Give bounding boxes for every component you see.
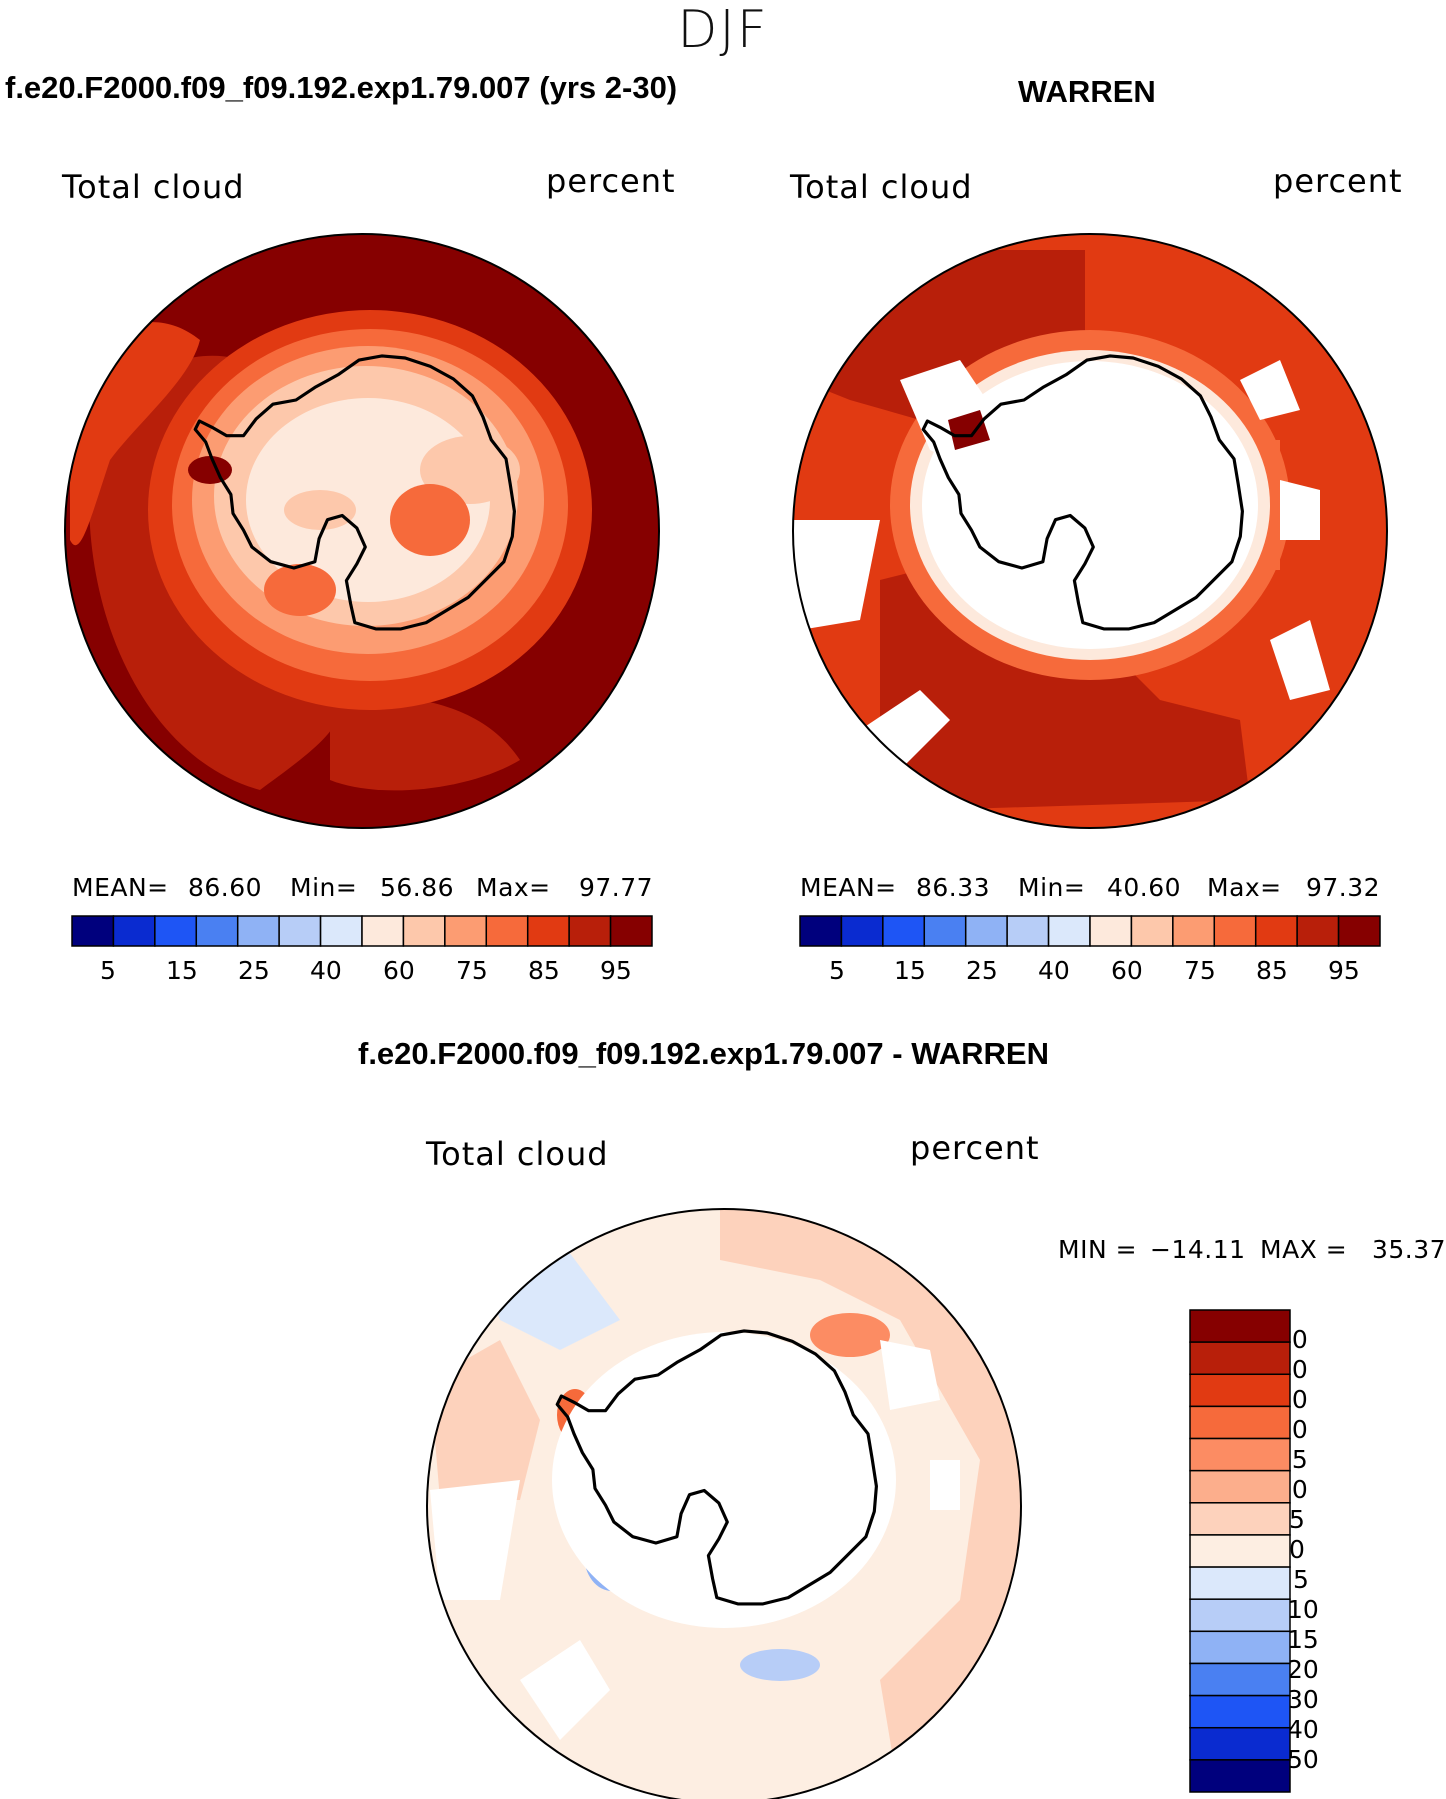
page-title: DJF	[677, 0, 769, 60]
obs-colorbar-swatch	[840, 915, 884, 947]
model-cbar-tick: 25	[238, 956, 270, 985]
diff-colorbar-swatch	[1189, 1759, 1291, 1793]
obs-cbar-tick: 75	[1184, 956, 1216, 985]
model-cbar-tick: 15	[166, 956, 198, 985]
obs-colorbar-swatch	[964, 915, 1008, 947]
diff-colorbar-swatch	[1189, 1502, 1291, 1536]
model-colorbar-swatch	[361, 915, 405, 947]
diff-colorbar-swatch	[1189, 1694, 1291, 1729]
obs-mean-value: 86.33	[916, 873, 991, 902]
obs-cbar-tick: 5	[829, 956, 845, 985]
diff-colorbar-swatch	[1189, 1469, 1291, 1504]
obs-colorbar-swatch	[1047, 915, 1091, 947]
diff-colorbar-swatch	[1189, 1630, 1291, 1665]
model-cbar-tick: 75	[456, 956, 488, 985]
obs-colorbar-swatch	[1172, 915, 1216, 947]
model-colorbar-swatch	[485, 915, 529, 947]
obs-variable-label: Total cloud	[790, 168, 973, 206]
obs-colorbar-swatch	[923, 915, 967, 947]
diff-cbar-tick: 0	[1289, 1535, 1305, 1564]
obs-cbar-tick: 60	[1111, 956, 1143, 985]
obs-min-value: 40.60	[1107, 873, 1182, 902]
model-mean-value: 86.60	[188, 873, 263, 902]
obs-colorbar-swatch	[1254, 915, 1298, 947]
obs-max-value: 97.32	[1306, 873, 1381, 902]
diff-colorbar-swatch	[1189, 1726, 1291, 1761]
model-colorbar-swatch	[278, 915, 322, 947]
model-map	[64, 233, 660, 829]
diff-colorbar-swatch	[1189, 1309, 1291, 1343]
diff-colorbar-swatch	[1189, 1437, 1291, 1472]
obs-colorbar-swatch	[1213, 915, 1257, 947]
diff-max-value: 35.37	[1372, 1235, 1446, 1264]
obs-min-label: Min=	[1018, 873, 1086, 902]
diff-cbar-tick: 5	[1289, 1505, 1305, 1534]
diff-variable-label: Total cloud	[426, 1135, 609, 1173]
obs-colorbar-swatch	[1089, 915, 1133, 947]
obs-colorbar-swatch	[1130, 915, 1174, 947]
model-colorbar	[71, 915, 653, 947]
obs-case-title: WARREN	[1018, 74, 1156, 109]
obs-cbar-tick: 25	[966, 956, 998, 985]
model-cbar-tick: 5	[100, 956, 116, 985]
diff-map	[426, 1208, 1022, 1799]
model-colorbar-swatch	[195, 915, 239, 947]
diff-colorbar-swatch	[1189, 1566, 1291, 1600]
diff-min-value: −14.11	[1150, 1235, 1246, 1264]
model-mean-label: MEAN=	[72, 873, 169, 902]
diff-colorbar	[1189, 1309, 1291, 1793]
model-units-label: percent	[546, 162, 676, 200]
model-min-value: 56.86	[380, 873, 455, 902]
obs-colorbar-swatch	[1337, 915, 1381, 947]
model-colorbar-swatch	[526, 915, 570, 947]
obs-colorbar-swatch	[799, 915, 843, 947]
model-case-title: f.e20.F2000.f09_f09.192.exp1.79.007 (yrs…	[5, 70, 678, 105]
diff-colorbar-swatch	[1189, 1405, 1291, 1440]
model-colorbar-swatch	[568, 915, 612, 947]
obs-colorbar-swatch	[1296, 915, 1340, 947]
model-colorbar-swatch	[609, 915, 653, 947]
diff-min-label: MIN =	[1058, 1235, 1138, 1264]
obs-colorbar-swatch	[882, 915, 926, 947]
model-max-label: Max=	[476, 873, 551, 902]
obs-colorbar	[799, 915, 1381, 947]
diff-max-label: MAX =	[1260, 1235, 1348, 1264]
model-colorbar-swatch	[236, 915, 280, 947]
model-max-value: 97.77	[579, 873, 654, 902]
obs-cbar-tick: 40	[1038, 956, 1070, 985]
obs-cbar-tick: 95	[1328, 956, 1360, 985]
diff-colorbar-swatch	[1189, 1598, 1291, 1633]
diff-case-title: f.e20.F2000.f09_f09.192.exp1.79.007 - WA…	[358, 1036, 1049, 1071]
model-colorbar-swatch	[112, 915, 156, 947]
model-min-label: Min=	[290, 873, 358, 902]
obs-colorbar-swatch	[1006, 915, 1050, 947]
obs-max-label: Max=	[1207, 873, 1282, 902]
model-cbar-tick: 85	[528, 956, 560, 985]
model-cbar-tick: 40	[310, 956, 342, 985]
model-colorbar-swatch	[154, 915, 198, 947]
diff-colorbar-swatch	[1189, 1662, 1291, 1697]
diff-colorbar-swatch	[1189, 1373, 1291, 1408]
obs-cbar-tick: 15	[894, 956, 926, 985]
model-colorbar-swatch	[71, 915, 115, 947]
model-variable-label: Total cloud	[62, 168, 245, 206]
model-cbar-tick: 60	[383, 956, 415, 985]
model-cbar-tick: 95	[600, 956, 632, 985]
diff-colorbar-swatch	[1189, 1341, 1291, 1376]
model-colorbar-swatch	[402, 915, 446, 947]
obs-units-label: percent	[1273, 162, 1403, 200]
obs-cbar-tick: 85	[1256, 956, 1288, 985]
model-colorbar-swatch	[319, 915, 363, 947]
diff-units-label: percent	[910, 1129, 1040, 1167]
diff-colorbar-swatch	[1189, 1534, 1291, 1568]
obs-mean-label: MEAN=	[800, 873, 897, 902]
obs-map	[792, 233, 1388, 829]
model-colorbar-swatch	[444, 915, 488, 947]
